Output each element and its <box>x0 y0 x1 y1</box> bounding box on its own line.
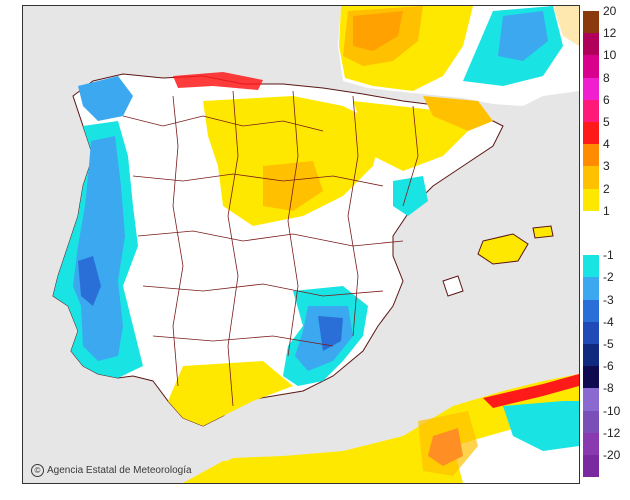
legend-bin: -2 <box>583 270 630 300</box>
legend-label: -12 <box>603 425 621 440</box>
legend-label: 2 <box>603 181 610 196</box>
legend-swatch <box>583 277 599 300</box>
legend-label: 12 <box>603 26 617 41</box>
france-cool-core <box>498 11 548 61</box>
legend-swatch <box>583 388 599 411</box>
legend-swatch <box>583 166 599 189</box>
legend-label: 6 <box>603 92 610 107</box>
legend-bin: 20 <box>583 4 630 34</box>
western-cold-deep <box>78 256 101 306</box>
legend-label: -10 <box>603 403 621 418</box>
legend-swatch <box>583 344 599 367</box>
legend-label: -3 <box>603 292 614 307</box>
legend-bin: -8 <box>583 381 630 411</box>
legend-bin: 10 <box>583 48 630 78</box>
legend-bin: -4 <box>583 315 630 344</box>
legend-bin <box>583 233 630 256</box>
legend-label: 3 <box>603 159 610 174</box>
legend-bin: -5 <box>583 337 630 367</box>
legend-swatch <box>583 233 599 256</box>
legend-swatch <box>583 144 599 167</box>
legend-bin: -20 <box>583 448 630 478</box>
north-coast-hot <box>173 72 263 90</box>
legend-label: 8 <box>603 70 610 85</box>
legend-label: -6 <box>603 359 614 374</box>
alps-warm-area <box>553 6 579 46</box>
legend-label: 4 <box>603 137 610 152</box>
legend-bin: -3 <box>583 293 630 322</box>
south-warm-area <box>168 361 293 426</box>
north-africa-warm-core <box>418 411 478 476</box>
legend-bin: -12 <box>583 426 630 455</box>
legend-bin: 2 <box>583 182 630 211</box>
pyrenees-warm <box>423 96 493 131</box>
legend-label: 20 <box>603 4 617 18</box>
legend-label: -5 <box>603 337 614 351</box>
legend-swatch <box>583 455 599 478</box>
legend-swatch <box>583 33 599 56</box>
mallorca-island <box>477 233 529 265</box>
legend-label: -4 <box>603 314 614 329</box>
legend-swatch <box>583 11 599 34</box>
legend-bin: -10 <box>583 404 630 433</box>
legend-swatch <box>583 321 599 344</box>
legend-bin: 1 <box>583 204 630 233</box>
legend-swatch <box>583 410 599 433</box>
legend-swatch <box>583 99 599 122</box>
province-borders <box>122 90 419 407</box>
legend-bin: -1 <box>583 248 630 278</box>
southeast-cold-deep <box>318 316 343 351</box>
legend-label: -2 <box>603 270 614 285</box>
north-africa-cold <box>503 401 579 451</box>
legend-label: -8 <box>603 381 614 396</box>
legend-label: 10 <box>603 48 617 63</box>
legend-swatch <box>583 299 599 322</box>
north-africa-hot-coast <box>483 374 579 408</box>
ibiza-island <box>442 275 464 297</box>
legend-bin: 6 <box>583 93 630 122</box>
western-cold-core <box>73 136 125 361</box>
legend-swatch <box>583 55 599 78</box>
legend-bin: 3 <box>583 159 630 189</box>
legend-bin: 4 <box>583 137 630 167</box>
legend-label: 1 <box>603 203 610 218</box>
northwest-cold <box>78 76 133 121</box>
credit-line: © Agencia Estatal de Meteorología <box>31 464 192 477</box>
map-canvas <box>52 6 579 483</box>
legend-swatch <box>583 77 599 100</box>
legend-label: -1 <box>603 248 614 263</box>
morocco-warm <box>183 456 283 483</box>
color-legend: 20 12 10 8 6 5 4 3 2 1 -1 -2 -3 -4 -5 -6 -8 -10 -12 -20 <box>583 4 630 478</box>
legend-bin: 5 <box>583 115 630 145</box>
legend-swatch <box>583 122 599 145</box>
credit-text: Agencia Estatal de Meteorología <box>47 465 192 476</box>
menorca-island <box>532 225 554 239</box>
legend-swatch <box>583 366 599 389</box>
legend-swatch <box>583 432 599 455</box>
legend-bin: -6 <box>583 359 630 389</box>
anomaly-map: © Agencia Estatal de Meteorología eltiem… <box>22 5 580 484</box>
legend-swatch <box>583 188 599 211</box>
legend-swatch <box>583 210 599 233</box>
legend-label: -20 <box>603 448 621 462</box>
legend-bin: 8 <box>583 71 630 100</box>
legend-label: 5 <box>603 115 610 129</box>
legend-swatch <box>583 255 599 278</box>
watermark-text: eltiempo <box>503 456 561 472</box>
central-warm-area <box>203 96 383 226</box>
valencia-cold <box>393 176 428 216</box>
copyright-icon: © <box>31 464 44 477</box>
legend-bin: 12 <box>583 26 630 56</box>
france-hot-spot <box>353 11 403 51</box>
